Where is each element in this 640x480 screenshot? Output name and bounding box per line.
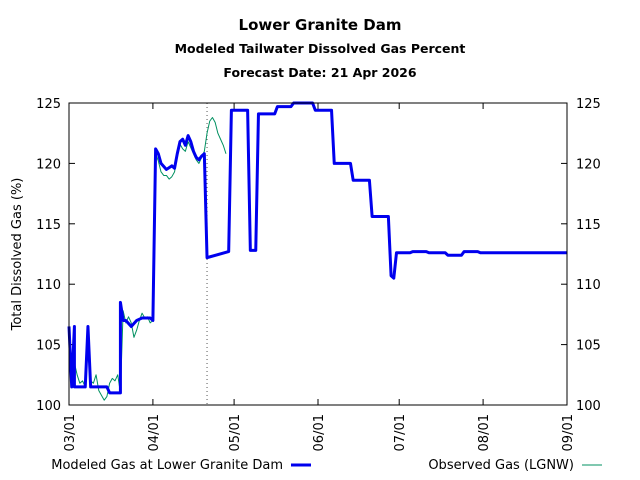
chart-title: Lower Granite Dam bbox=[238, 16, 402, 34]
observed-gas-line bbox=[68, 117, 227, 401]
x-tick-label: 03/01 bbox=[63, 414, 78, 451]
y-axis-label: Total Dissolved Gas (%) bbox=[10, 178, 25, 332]
y-tick-label-left: 120 bbox=[36, 157, 61, 172]
y-tick-label-left: 100 bbox=[36, 399, 61, 414]
legend-label-modeled: Modeled Gas at Lower Granite Dam bbox=[51, 458, 283, 473]
x-tick-label: 08/01 bbox=[477, 414, 492, 451]
y-tick-label-right: 120 bbox=[576, 157, 601, 172]
chart-subtitle: Modeled Tailwater Dissolved Gas Percent bbox=[174, 41, 466, 56]
y-tick-label-left: 110 bbox=[36, 278, 61, 293]
y-tick-label-right: 115 bbox=[576, 218, 601, 233]
x-tick-label: 06/01 bbox=[312, 414, 327, 451]
x-tick-label: 04/01 bbox=[147, 414, 162, 451]
axis-ticks: 100 100 105 105 110 110 115 115 120 120 125 125 03/0… bbox=[36, 97, 601, 451]
y-tick-label-right: 125 bbox=[576, 97, 601, 112]
y-tick-label-right: 100 bbox=[576, 399, 601, 414]
legend-label-observed: Observed Gas (LGNW) bbox=[428, 458, 574, 473]
y-tick-label-left: 115 bbox=[36, 218, 61, 233]
x-tick-label: 09/01 bbox=[561, 414, 576, 451]
y-tick-label-left: 125 bbox=[36, 97, 61, 112]
forecast-date-label: Forecast Date: 21 Apr 2026 bbox=[223, 65, 417, 80]
series-lines bbox=[67, 101, 567, 401]
legend: Modeled Gas at Lower Granite Dam Observed… bbox=[51, 458, 602, 473]
modeled-gas-line bbox=[67, 101, 567, 395]
x-tick-label: 07/01 bbox=[393, 414, 408, 451]
plot-frame bbox=[68, 102, 568, 406]
y-tick-label-right: 105 bbox=[576, 339, 601, 354]
y-tick-label-left: 105 bbox=[36, 339, 61, 354]
y-tick-label-right: 110 bbox=[576, 278, 601, 293]
x-tick-label: 05/01 bbox=[228, 414, 243, 451]
